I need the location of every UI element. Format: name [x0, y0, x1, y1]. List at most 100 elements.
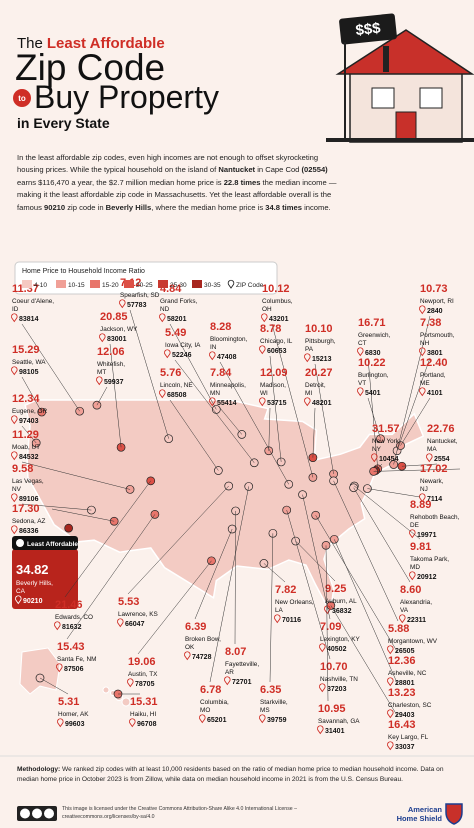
zip-label: 84532	[19, 454, 39, 461]
place-line: Nantucket,	[427, 438, 459, 445]
zip-pin	[127, 678, 134, 688]
place-label: Columbia, MO	[200, 699, 231, 714]
place-label: Eugene, OR	[12, 408, 48, 415]
methodology: Methodology: We ranked zip codes with at…	[17, 765, 459, 785]
place-label: Moab, UT	[12, 444, 40, 451]
place-line: ID	[12, 306, 19, 313]
place-line: Las Vegas,	[12, 478, 45, 485]
leader-line	[234, 510, 236, 645]
zip-label: 53715	[267, 400, 287, 407]
leader-line	[169, 399, 219, 471]
place-line: Burlington,	[358, 372, 390, 379]
place-line: CT	[358, 340, 367, 347]
place-label: Beverly Hills, CA	[16, 580, 55, 595]
place-line: AR	[225, 669, 234, 676]
place-label: Asheville, NC	[388, 670, 427, 677]
ratio-label: 6.35	[260, 684, 281, 696]
place-line: Grand Forks,	[160, 298, 199, 305]
zip-label: 55414	[217, 400, 237, 407]
place-line: OK	[185, 644, 195, 651]
ratio-label: 15.43	[57, 641, 85, 653]
zip-label: 86336	[19, 528, 39, 535]
ratio-label: 12.09	[260, 367, 288, 379]
leader-line	[375, 463, 383, 471]
legend-zip-label: ZIP Code	[236, 282, 264, 289]
leader-line	[312, 407, 316, 458]
leader-line	[314, 363, 334, 475]
zip-pin	[357, 347, 364, 357]
intro-segment: 90210	[44, 202, 66, 212]
zip-label: 48201	[312, 400, 332, 407]
zip-label: 96708	[137, 721, 157, 728]
ratio-label: 7.38	[420, 317, 441, 329]
place-label: Grand Forks, ND	[160, 298, 199, 313]
place-line: Coeur d'Alene,	[12, 298, 56, 305]
zip-label: 33037	[395, 744, 415, 751]
place-line: Newark,	[420, 478, 445, 485]
zip-label: 7114	[427, 496, 442, 503]
legend-label: 25-30	[170, 282, 187, 289]
ratio-label: 8.78	[260, 323, 281, 335]
legend-label: 4-10	[34, 282, 47, 289]
leader-line	[330, 605, 399, 718]
zip-pin	[274, 614, 281, 624]
title-badge	[13, 89, 31, 107]
ratio-label: 20.85	[100, 311, 128, 323]
intro-segment: in Cape Cod	[255, 165, 302, 175]
zip-label: 57783	[127, 302, 147, 309]
cc-icon	[20, 808, 30, 819]
license: This image is licensed under the Creativ…	[62, 806, 298, 820]
zip-pin	[419, 347, 426, 357]
us-outline	[24, 399, 425, 607]
zip-pin	[11, 525, 18, 535]
place-label: Starkville, MS	[260, 699, 289, 714]
place-line: VA	[400, 607, 409, 614]
ratio-label: 20.27	[305, 367, 333, 379]
zip-pin	[387, 709, 394, 719]
zip-pin	[371, 453, 378, 463]
ratio-label: 10.12	[262, 283, 290, 295]
zip-pin	[319, 683, 326, 693]
zip-label: 47408	[217, 354, 237, 361]
zip-label: 36832	[332, 608, 352, 615]
place-line: Fayetteville,	[225, 661, 261, 668]
place-line: Broken Bow,	[185, 636, 223, 643]
zip-pin	[426, 453, 433, 463]
intro-segment: Nantucket	[218, 165, 256, 175]
place-label: Portsmouth, NH	[420, 332, 456, 347]
place-line: Whitefish,	[97, 361, 127, 368]
ratio-label: 8.89	[410, 499, 431, 511]
logo-text: Home Shield	[397, 814, 443, 823]
zip-label: 15213	[312, 356, 332, 363]
ratio-label: 17.30	[12, 503, 40, 515]
leader-line	[315, 515, 399, 654]
zip-pin	[409, 571, 416, 581]
title-word: The	[17, 35, 43, 52]
legend-swatch	[90, 280, 100, 288]
sign-text: $$$	[355, 20, 382, 40]
zip-pin	[259, 345, 266, 355]
zip-label: 20912	[417, 574, 437, 581]
place-label: Iowa City, IA	[165, 342, 201, 349]
intro-segment: (02554)	[301, 165, 328, 175]
zip-pin	[304, 353, 311, 363]
place-label: New York, NY	[372, 438, 403, 453]
title-highlight: Least Affordable	[47, 35, 165, 52]
place-label: Key Largo, FL	[388, 734, 429, 741]
place-line: ME	[420, 380, 430, 387]
zip-label: 66047	[125, 621, 145, 628]
place-line: MA	[427, 446, 437, 453]
intro-segment: earns $116,470 a year, the $2.7 million …	[17, 177, 224, 187]
place-line: Starkville,	[260, 699, 289, 706]
zip-pin	[387, 645, 394, 655]
legend-label: 30-35	[204, 282, 221, 289]
leader-line	[353, 487, 411, 583]
ratio-label: 12.06	[97, 346, 125, 358]
place-label: Greenwich, CT	[358, 332, 392, 347]
highlight-icon	[16, 539, 24, 547]
zip-label: 52246	[172, 352, 192, 359]
legend-swatch	[56, 280, 66, 288]
leader-line	[393, 315, 431, 465]
place-label: Haiku, HI	[130, 711, 157, 718]
zip-label: 97403	[19, 418, 39, 425]
